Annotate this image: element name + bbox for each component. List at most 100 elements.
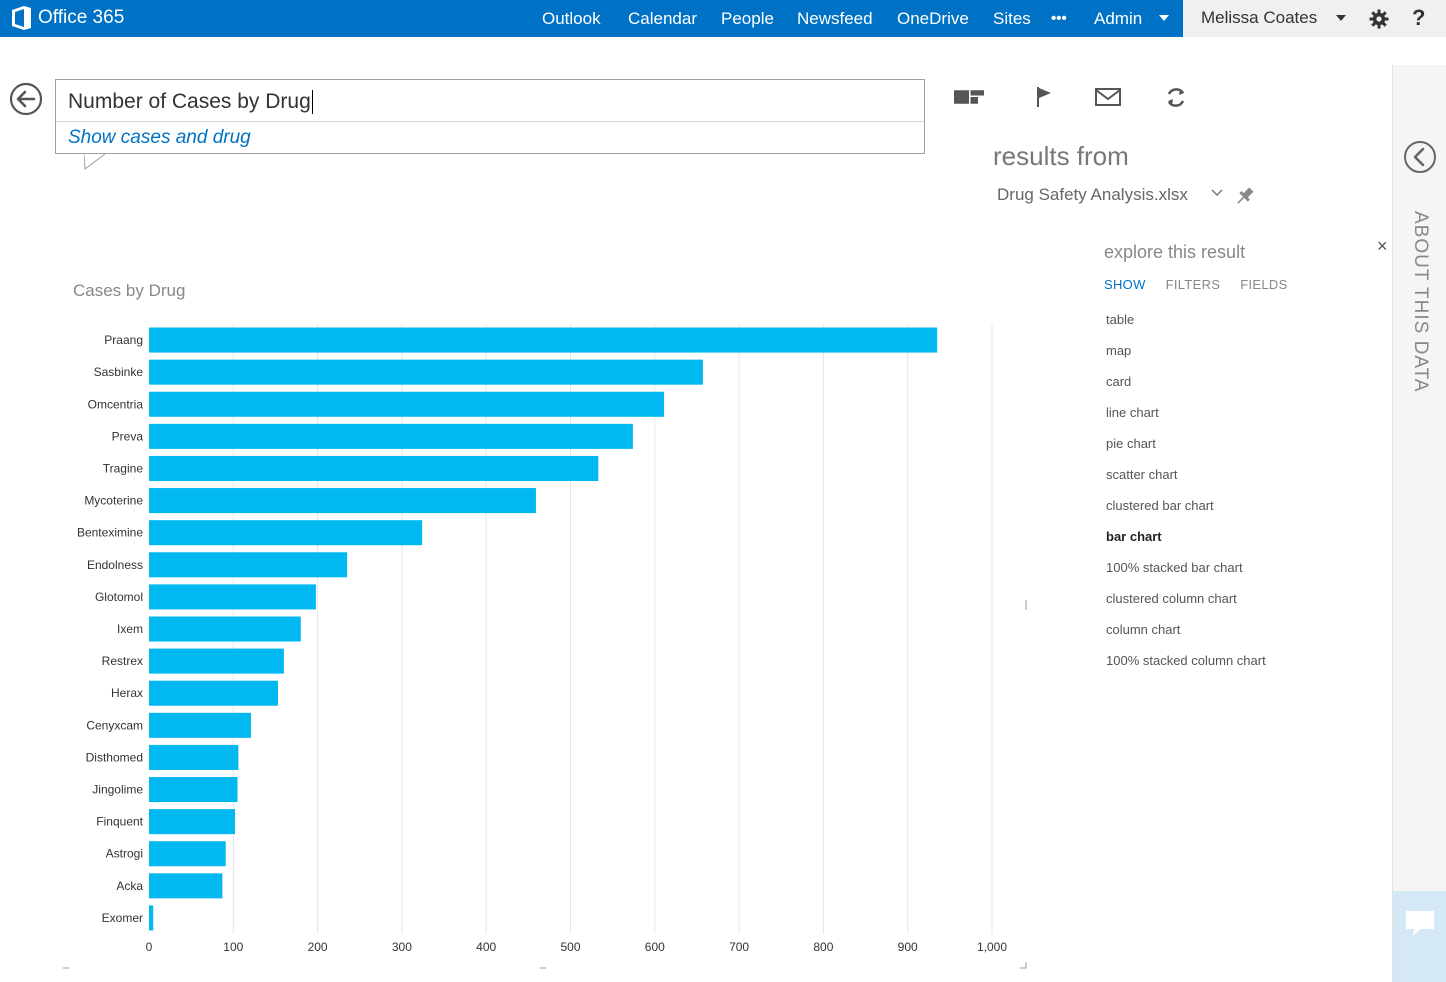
visualization-list: table map card line chart pie chart scat… bbox=[1106, 312, 1266, 684]
bar-finquent[interactable] bbox=[149, 809, 235, 835]
question-text: Number of Cases by Drug bbox=[68, 90, 311, 113]
category-label: Cenyxcam bbox=[86, 718, 143, 732]
bar-cenyxcam[interactable] bbox=[149, 712, 252, 738]
bar-preva[interactable] bbox=[149, 423, 633, 449]
results-heading: results from bbox=[993, 141, 1129, 171]
about-this-data-panel[interactable]: ABOUT THIS DATA bbox=[1392, 65, 1446, 982]
chevron-down-icon[interactable] bbox=[1211, 188, 1223, 198]
chart-title: Cases by Drug bbox=[73, 281, 186, 300]
viz-option-column-chart[interactable]: column chart bbox=[1106, 622, 1181, 637]
x-tick-label: 600 bbox=[645, 940, 665, 954]
bar-astrogi[interactable] bbox=[149, 841, 226, 867]
nav-admin[interactable]: Admin bbox=[1094, 8, 1143, 28]
viz-option-100-stacked-bar-chart[interactable]: 100% stacked bar chart bbox=[1106, 560, 1243, 575]
viz-option-table[interactable]: table bbox=[1106, 312, 1135, 327]
bar-benteximine[interactable] bbox=[149, 520, 423, 546]
user-chevron-down-icon[interactable] bbox=[1336, 15, 1346, 21]
about-this-data-label: ABOUT THIS DATA bbox=[1410, 211, 1431, 393]
category-label: Ixem bbox=[117, 622, 143, 636]
nav-sites[interactable]: Sites bbox=[993, 8, 1031, 28]
bar-tragine[interactable] bbox=[149, 455, 599, 481]
x-tick-label: 900 bbox=[898, 940, 918, 954]
bar-mycoterine[interactable] bbox=[149, 488, 536, 514]
text-cursor bbox=[311, 90, 313, 115]
bar-sasbinke[interactable] bbox=[149, 359, 703, 385]
viz-option-line-chart[interactable]: line chart bbox=[1106, 405, 1159, 420]
resize-mark bbox=[1020, 962, 1027, 969]
admin-chevron-down-icon[interactable] bbox=[1159, 15, 1169, 21]
top-bar: Office 365 Outlook Calendar People Newsf… bbox=[0, 0, 1446, 37]
x-tick-label: 0 bbox=[146, 940, 153, 954]
bar-praang[interactable] bbox=[149, 327, 938, 353]
nav-people[interactable]: People bbox=[721, 8, 774, 28]
category-label: Restrex bbox=[102, 654, 143, 668]
close-icon[interactable]: × bbox=[1377, 236, 1388, 256]
nav-onedrive[interactable]: OneDrive bbox=[897, 8, 969, 28]
bar-jingolime[interactable] bbox=[149, 777, 238, 803]
feedback-button[interactable] bbox=[1393, 891, 1446, 982]
bar-chart: 0 100 200 300 400 500 600 700 800 900 1,000 Praang S… bbox=[63, 324, 1027, 969]
brand-label: Office 365 bbox=[38, 7, 125, 28]
nav-calendar[interactable]: Calendar bbox=[628, 8, 697, 28]
nav-more[interactable]: ••• bbox=[1051, 10, 1067, 27]
office-logo-icon bbox=[12, 6, 31, 30]
bar-omcentria[interactable] bbox=[149, 391, 665, 417]
viz-option-bar-chart[interactable]: bar chart bbox=[1106, 529, 1162, 544]
question-input[interactable]: Number of Cases by Drug bbox=[56, 80, 924, 122]
viz-option-pie-chart[interactable]: pie chart bbox=[1106, 436, 1156, 451]
add-to-report-icon[interactable] bbox=[954, 84, 984, 110]
x-tick-label: 100 bbox=[223, 940, 243, 954]
category-label: Astrogi bbox=[106, 847, 143, 861]
question-suggestion[interactable]: Show cases and drug bbox=[68, 127, 251, 148]
mail-icon[interactable] bbox=[1093, 84, 1123, 110]
bar-exomer[interactable] bbox=[149, 905, 154, 931]
refresh-icon[interactable] bbox=[1161, 84, 1191, 110]
tab-show[interactable]: SHOW bbox=[1104, 277, 1146, 292]
x-tick-label: 1,000 bbox=[977, 940, 1007, 954]
nav-outlook[interactable]: Outlook bbox=[542, 8, 601, 28]
bar-glotomol[interactable] bbox=[149, 584, 316, 610]
viz-option-clustered-column-chart[interactable]: clustered column chart bbox=[1106, 591, 1237, 606]
category-label: Praang bbox=[104, 333, 143, 347]
category-label: Endolness bbox=[87, 558, 143, 572]
user-menu[interactable]: Melissa Coates ? bbox=[1183, 0, 1446, 37]
bar-acka[interactable] bbox=[149, 873, 223, 899]
category-label: Glotomol bbox=[95, 590, 143, 604]
x-tick-label: 800 bbox=[813, 940, 833, 954]
x-tick-label: 700 bbox=[729, 940, 749, 954]
bar-disthomed[interactable] bbox=[149, 744, 239, 770]
back-arrow-icon[interactable] bbox=[9, 82, 43, 116]
gear-icon[interactable] bbox=[1369, 9, 1389, 29]
category-label: Mycoterine bbox=[84, 494, 143, 508]
pin-icon[interactable] bbox=[1234, 185, 1256, 207]
category-label: Disthomed bbox=[86, 750, 143, 764]
speech-bubble-tail bbox=[84, 154, 106, 170]
x-tick-label: 400 bbox=[476, 940, 496, 954]
category-label: Tragine bbox=[103, 461, 144, 475]
expand-panel-icon[interactable] bbox=[1403, 140, 1437, 174]
viz-option-card[interactable]: card bbox=[1106, 374, 1132, 389]
category-label: Herax bbox=[111, 686, 143, 700]
bar-ixem[interactable] bbox=[149, 616, 301, 642]
bar-endolness[interactable] bbox=[149, 552, 348, 578]
x-tick-label: 300 bbox=[392, 940, 412, 954]
question-box: Number of Cases by Drug Show cases and d… bbox=[55, 79, 925, 154]
bar-herax[interactable] bbox=[149, 680, 278, 706]
help-icon[interactable]: ? bbox=[1412, 5, 1426, 30]
category-label: Preva bbox=[112, 429, 144, 443]
bar-restrex[interactable] bbox=[149, 648, 284, 674]
viz-option-100-stacked-column-chart[interactable]: 100% stacked column chart bbox=[1106, 653, 1266, 668]
category-label: Finquent bbox=[96, 815, 143, 829]
office-brand[interactable]: Office 365 bbox=[12, 6, 124, 30]
viz-option-map[interactable]: map bbox=[1106, 343, 1132, 358]
tab-filters[interactable]: FILTERS bbox=[1165, 277, 1221, 292]
category-label: Exomer bbox=[102, 911, 143, 925]
viz-option-scatter-chart[interactable]: scatter chart bbox=[1106, 467, 1178, 482]
nav-newsfeed[interactable]: Newsfeed bbox=[797, 8, 873, 28]
viz-option-clustered-bar-chart[interactable]: clustered bar chart bbox=[1106, 498, 1214, 513]
tab-fields[interactable]: FIELDS bbox=[1240, 277, 1288, 292]
flag-icon[interactable] bbox=[1031, 84, 1061, 110]
category-label: Jingolime bbox=[92, 783, 143, 797]
explore-tabs: SHOW FILTERS FIELDS bbox=[1104, 277, 1308, 292]
source-file-selector[interactable]: Drug Safety Analysis.xlsx bbox=[997, 185, 1188, 204]
